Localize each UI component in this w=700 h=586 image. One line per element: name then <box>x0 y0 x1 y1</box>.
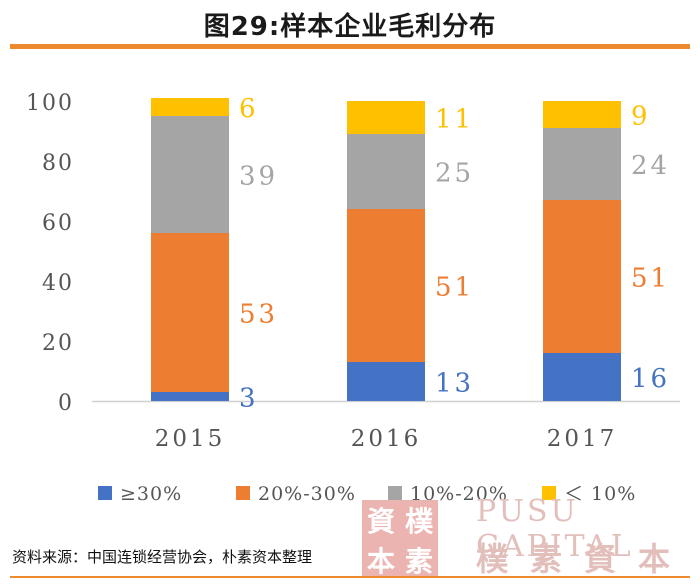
y-tick-label: 60 <box>42 211 74 236</box>
y-tick-label: 100 <box>26 91 74 116</box>
data-label: 11 <box>435 105 474 135</box>
bar-segment <box>543 128 621 200</box>
footer-divider <box>10 576 690 578</box>
chart-title: 图29:样本企业毛利分布 <box>203 12 497 42</box>
bar-segment <box>347 101 425 134</box>
bar-segment <box>543 353 621 401</box>
data-label: 39 <box>239 162 278 192</box>
watermark-seal-char: 素 <box>404 545 433 578</box>
watermark-seal-char: 本 <box>366 545 395 578</box>
x-tick-label: 2016 <box>351 426 422 452</box>
bar-segment <box>543 101 621 128</box>
bar-segment <box>151 116 229 233</box>
y-tick-label: 20 <box>42 331 74 356</box>
data-label: 16 <box>631 364 670 394</box>
bar-segment <box>151 392 229 401</box>
legend-label: 20%-30% <box>258 483 356 505</box>
legend-swatch <box>98 486 112 500</box>
data-label: 53 <box>239 300 278 330</box>
x-tick-label: 2017 <box>547 426 618 452</box>
legend-swatch <box>542 486 556 500</box>
title-divider <box>10 44 690 49</box>
data-label: 51 <box>631 264 670 294</box>
legend-swatch <box>236 486 250 500</box>
bar-segment <box>347 134 425 209</box>
data-label: 25 <box>435 159 474 189</box>
bar-segment <box>347 209 425 362</box>
watermark-seal-char: 資 <box>366 505 395 538</box>
data-label: 3 <box>239 384 259 414</box>
watermark-seal-text: 資樸本素 <box>362 500 438 578</box>
bar-segment <box>151 233 229 392</box>
data-label: 13 <box>435 369 474 399</box>
bar-segment <box>347 362 425 401</box>
bar-segment <box>151 98 229 116</box>
legend-label: ≥30% <box>120 483 182 505</box>
data-label: 51 <box>435 273 474 303</box>
watermark-seal-char: 樸 <box>404 505 433 538</box>
bar-segment <box>543 200 621 353</box>
legend-label: ＜ 10% <box>564 483 636 505</box>
watermark-brand-cn: 樸素資本 <box>476 540 693 578</box>
y-tick-label: 40 <box>42 271 74 296</box>
data-label: 6 <box>239 94 259 124</box>
data-label: 9 <box>631 102 651 132</box>
data-label: 24 <box>631 151 670 181</box>
y-tick-label: 80 <box>42 151 74 176</box>
x-tick-label: 2015 <box>155 426 226 452</box>
watermark-brand-en: PUSU CAPITAL <box>476 494 634 564</box>
source-note: 资料来源：中国连锁经营协会，朴素资本整理 <box>12 548 313 566</box>
legend-swatch <box>388 486 402 500</box>
watermark-seal: 資樸本素 <box>362 500 438 578</box>
y-tick-label: 0 <box>58 391 74 416</box>
legend-label: 10%-20% <box>410 483 508 505</box>
